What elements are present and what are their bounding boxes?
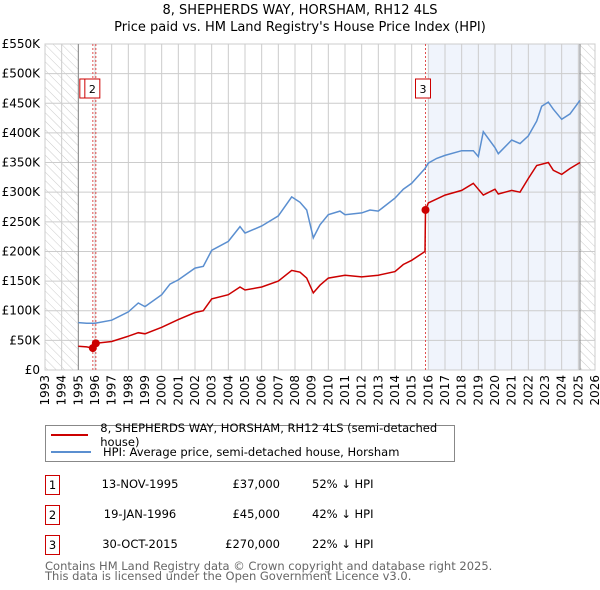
x-tick-label: 1993 <box>38 375 52 406</box>
sale-hpi-diff: 52% ↓ HPI <box>312 477 374 491</box>
legend: 8, SHEPHERDS WAY, HORSHAM, RH12 4LS (sem… <box>45 421 455 462</box>
sale-number: 3 <box>45 535 60 555</box>
footer-licence: This data is licensed under the Open Gov… <box>45 569 412 583</box>
x-tick-label: 1994 <box>55 375 69 406</box>
y-tick-label: £250K <box>2 215 42 229</box>
x-tick-label: 2022 <box>521 375 535 406</box>
footer-copyright: Contains HM Land Registry data © Crown c… <box>45 559 493 573</box>
table-row: 2 19-JAN-1996 £45,000 42% ↓ HPI <box>45 505 545 525</box>
sale-label-number: 2 <box>89 83 96 96</box>
sale-price: £45,000 <box>232 507 280 521</box>
x-tick-label: 2010 <box>321 375 335 406</box>
chart-subtitle: Price paid vs. HM Land Registry's House … <box>114 20 486 35</box>
x-tick-label: 2013 <box>371 375 385 406</box>
sale-point <box>91 339 100 348</box>
hpi-line <box>78 99 581 324</box>
sale-hpi-diff: 42% ↓ HPI <box>312 507 374 521</box>
x-tick-label: 2024 <box>555 375 569 406</box>
y-tick-label: £200K <box>2 244 42 258</box>
x-tick-label: 2001 <box>171 375 185 406</box>
future-shaded-region <box>428 44 580 370</box>
sale-date: 13-NOV-1995 <box>101 477 179 491</box>
x-tick-label: 2000 <box>155 375 169 406</box>
sale-point <box>421 205 430 214</box>
y-tick-label: £450K <box>2 96 42 110</box>
y-tick-label: £550K <box>2 37 42 51</box>
y-tick-label: £100K <box>2 304 42 318</box>
table-row: 1 13-NOV-1995 £37,000 52% ↓ HPI <box>45 475 545 495</box>
x-tick-label: 2007 <box>271 375 285 406</box>
chart-title: 8, SHEPHERDS WAY, HORSHAM, RH12 4LS <box>162 3 438 18</box>
x-tick-label: 2026 <box>588 375 600 406</box>
legend-swatch-red <box>51 434 89 436</box>
x-tick-label: 1996 <box>88 375 102 406</box>
x-tick-label: 2020 <box>488 375 502 406</box>
x-tick-label: 2023 <box>538 375 552 406</box>
x-tick-label: 2025 <box>571 375 585 406</box>
x-tick-label: 2006 <box>255 375 269 406</box>
x-tick-label: 2008 <box>288 375 302 406</box>
x-tick-label: 1998 <box>121 375 135 406</box>
legend-swatch-blue <box>51 451 91 453</box>
legend-item-property: 8, SHEPHERDS WAY, HORSHAM, RH12 4LS (sem… <box>46 421 454 449</box>
price-chart: 1993 1994 1995 1996 1997 1998 1999 2000 2001 2002… <box>2 37 600 406</box>
x-tick-label: 2018 <box>455 375 469 406</box>
sale-price: £37,000 <box>232 477 280 491</box>
sale-number: 1 <box>45 475 60 495</box>
x-tick-label: 2014 <box>388 375 402 406</box>
y-tick-label: £350K <box>2 156 42 170</box>
y-tick-label: £0 <box>25 363 40 377</box>
y-tick-label: £300K <box>2 185 42 199</box>
x-tick-label: 2015 <box>405 375 419 406</box>
legend-label: 8, SHEPHERDS WAY, HORSHAM, RH12 4LS (sem… <box>100 421 438 449</box>
x-tick-label: 2004 <box>221 375 235 406</box>
x-tick-label: 2003 <box>205 375 219 406</box>
y-tick-label: £400K <box>2 126 42 140</box>
sale-label-number: 3 <box>420 83 427 96</box>
x-tick-label: 2016 <box>421 375 435 406</box>
x-tick-label: 1999 <box>138 375 152 406</box>
property-price-line <box>78 161 581 349</box>
plot-border <box>44 43 596 371</box>
x-tick-label: 2019 <box>471 375 485 406</box>
y-tick-label: £500K <box>2 67 42 81</box>
x-tick-label: 2021 <box>505 375 519 406</box>
sale-label-box <box>84 78 101 99</box>
x-tick-label: 2009 <box>305 375 319 406</box>
x-tick-label: 1995 <box>71 375 85 406</box>
sale-date: 19-JAN-1996 <box>103 507 177 521</box>
x-tick-label: 1997 <box>105 375 119 406</box>
sale-label-box <box>415 78 431 99</box>
y-tick-label: £150K <box>2 274 42 288</box>
hatched-region <box>580 44 595 370</box>
legend-item-hpi: HPI: Average price, semi-detached house,… <box>46 444 399 460</box>
x-tick-label: 2011 <box>338 375 352 406</box>
x-tick-label: 2017 <box>438 375 452 406</box>
x-tick-label: 2005 <box>238 375 252 406</box>
sale-date: 30-OCT-2015 <box>102 537 178 551</box>
legend-label: HPI: Average price, semi-detached house,… <box>103 445 400 459</box>
sale-number: 2 <box>45 505 60 525</box>
y-tick-label: £50K <box>9 333 41 347</box>
x-tick-label: 2012 <box>355 375 369 406</box>
table-row: 3 30-OCT-2015 £270,000 22% ↓ HPI <box>45 535 545 555</box>
x-tick-label: 2002 <box>188 375 202 406</box>
sale-hpi-diff: 22% ↓ HPI <box>312 537 374 551</box>
sale-price: £270,000 <box>225 537 280 551</box>
